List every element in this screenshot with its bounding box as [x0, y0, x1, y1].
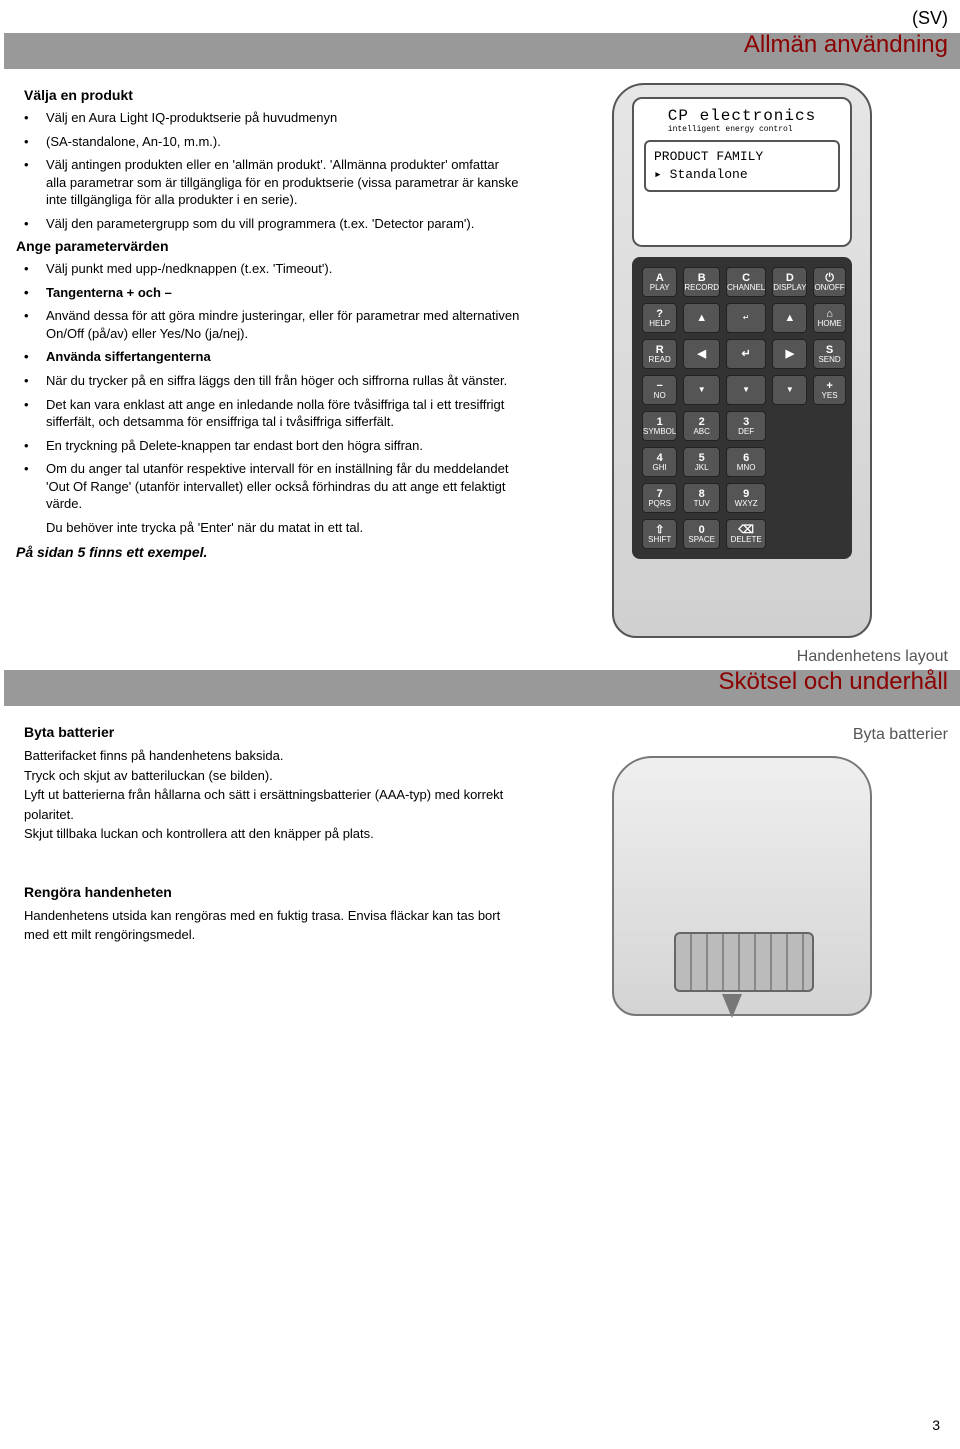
keypad-key: ▲ [772, 303, 807, 333]
heading-select-product: Välja en produkt [24, 87, 520, 103]
device-keypad: APLAYBRECORDCCHANNELDDISPLAY⏻ON/OFF ?HELP… [632, 257, 852, 559]
keypad-key: 8TUV [683, 483, 720, 513]
keypad-key: ⌂HOME [813, 303, 845, 333]
list-item-bold: Använda siffertangenterna [24, 348, 520, 366]
left-column: Välja en produkt Välj en Aura Light IQ-p… [0, 83, 520, 566]
heading-param-values: Ange parametervärden [16, 238, 520, 254]
battery-line: Lyft ut batterierna från hållarna och sä… [24, 785, 520, 824]
keypad-key: ⇧SHIFT [642, 519, 677, 549]
battery-line: Tryck och skjut av batteriluckan (se bil… [24, 766, 520, 786]
page-number: 3 [932, 1417, 940, 1433]
example-note: På sidan 5 finns ett exempel. [16, 544, 520, 560]
keypad-key: APLAY [642, 267, 677, 297]
brand-sub: intelligent energy control [668, 125, 816, 134]
clean-text: Handenhetens utsida kan rengöras med en … [24, 906, 520, 945]
keypad-key: ↵ [726, 303, 766, 333]
brand-logo: CP electronics intelligent energy contro… [668, 107, 816, 134]
list-select-product: Välj en Aura Light IQ-produktserie på hu… [24, 109, 520, 232]
list-item: Om du anger tal utanför respektive inter… [24, 460, 520, 513]
battery-caption: Byta batterier [853, 726, 948, 744]
keypad-key: DDISPLAY [772, 267, 807, 297]
banner-2-title: Skötsel och underhåll [719, 668, 948, 696]
battery-line: Batterifacket finns på handenhetens baks… [24, 746, 520, 766]
list-item: Välj antingen produkten eller en 'allmän… [24, 156, 520, 209]
list-item-bold: Tangenterna + och – [24, 284, 520, 302]
keypad-key: ▼ [772, 375, 807, 405]
left-column-2: Byta batterier Batterifacket finns på ha… [0, 720, 520, 945]
keypad-key: 6MNO [726, 447, 766, 477]
keypad-key: ⏻ON/OFF [813, 267, 845, 297]
list-item: Välj en Aura Light IQ-produktserie på hu… [24, 109, 520, 127]
device-illustration: CP electronics intelligent energy contro… [612, 83, 872, 638]
arrow-down-icon [722, 994, 742, 1018]
list-item: (SA-standalone, An-10, m.m.). [24, 133, 520, 151]
keypad-key: SSEND [813, 339, 845, 369]
keypad-key: 0SPACE [683, 519, 720, 549]
keypad-key: ↵ [726, 339, 766, 369]
keypad-key: ▲ [683, 303, 720, 333]
battery-compartment [674, 932, 814, 992]
keypad-key: BRECORD [683, 267, 720, 297]
keypad-key: 5JKL [683, 447, 720, 477]
keypad-key: −NO [642, 375, 677, 405]
language-code: (SV) [0, 0, 960, 29]
keypad-key: 2ABC [683, 411, 720, 441]
list-item: Välj den parametergrupp som du vill prog… [24, 215, 520, 233]
keypad-key: ◀ [683, 339, 720, 369]
list-param-values: Välj punkt med upp-/nedknappen (t.ex. 'T… [24, 260, 520, 513]
right-column-2: Byta batterier [536, 720, 960, 1016]
keypad-key: 1SYMBOL [642, 411, 677, 441]
list-item: Välj punkt med upp-/nedknappen (t.ex. 'T… [24, 260, 520, 278]
section-banner-1: Allmän användning [0, 33, 960, 69]
heading-clean: Rengöra handenheten [24, 884, 520, 900]
keypad-key: ▼ [726, 375, 766, 405]
keypad-key: 3DEF [726, 411, 766, 441]
keypad-key: RREAD [642, 339, 677, 369]
follow-text: Du behöver inte trycka på 'Enter' när du… [46, 519, 520, 537]
keypad-key: 9WXYZ [726, 483, 766, 513]
brand-main: CP electronics [668, 107, 816, 125]
keypad-key: ▼ [683, 375, 720, 405]
right-column: CP electronics intelligent energy contro… [536, 83, 960, 666]
battery-text: Batterifacket finns på handenhetens baks… [24, 746, 520, 844]
list-item: När du trycker på en siffra läggs den ti… [24, 372, 520, 390]
section-banner-2: Skötsel och underhåll [0, 670, 960, 706]
keypad-key: ▶ [772, 339, 807, 369]
device-screen: CP electronics intelligent energy contro… [632, 97, 852, 247]
keypad-key: ⌫DELETE [726, 519, 766, 549]
list-item: Det kan vara enklast att ange en inledan… [24, 396, 520, 431]
battery-illustration [612, 756, 872, 1016]
list-item: En tryckning på Delete-knappen tar endas… [24, 437, 520, 455]
keypad-key: 4GHI [642, 447, 677, 477]
keypad-key: 7PQRS [642, 483, 677, 513]
screen-line-1: PRODUCT FAMILY [654, 148, 830, 166]
device-caption: Handenhetens layout [797, 648, 948, 666]
list-item: Använd dessa för att göra mindre justeri… [24, 307, 520, 342]
keypad-key: CCHANNEL [726, 267, 766, 297]
banner-1-title: Allmän användning [744, 31, 948, 59]
heading-battery: Byta batterier [24, 724, 520, 740]
keypad-key: +YES [813, 375, 845, 405]
keypad-key: ?HELP [642, 303, 677, 333]
battery-line: Skjut tillbaka luckan och kontrollera at… [24, 824, 520, 844]
screen-line-2: ▸ Standalone [654, 166, 830, 184]
